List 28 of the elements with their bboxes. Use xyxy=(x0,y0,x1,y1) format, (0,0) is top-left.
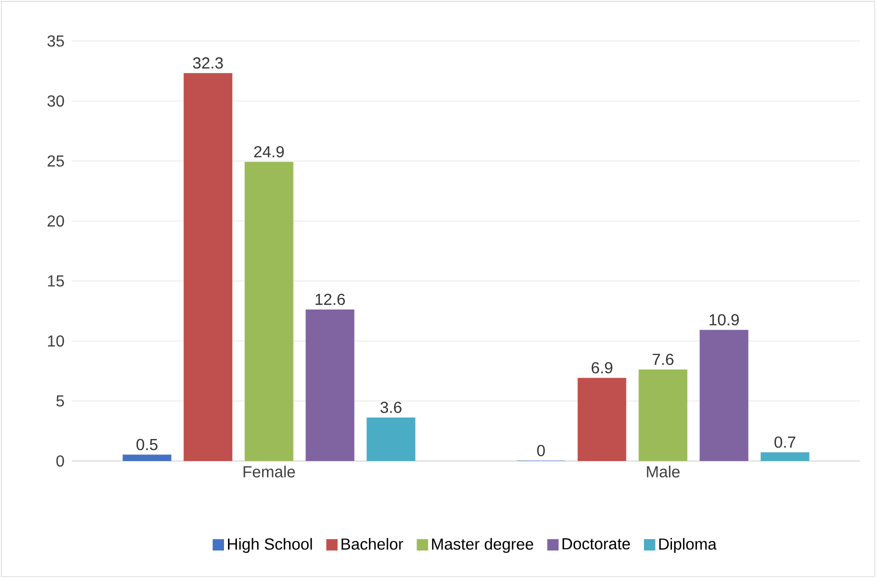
data-label: 0.5 xyxy=(136,438,158,450)
legend-label: Bachelor xyxy=(342,538,404,550)
y-tick-label: 5 xyxy=(56,395,64,407)
y-tick-label: 25 xyxy=(48,155,64,167)
bar xyxy=(578,378,626,461)
data-label: 7.6 xyxy=(652,354,674,366)
y-tick-label: 10 xyxy=(48,335,64,347)
legend-label: High School xyxy=(228,538,312,553)
y-tick-label: 20 xyxy=(48,215,64,227)
x-tick-label: Male xyxy=(646,466,680,478)
y-tick-label: 35 xyxy=(47,35,64,47)
legend-label: Doctorate xyxy=(562,538,630,550)
bar xyxy=(184,73,232,461)
y-tick-label: 0 xyxy=(56,455,64,467)
data-label: 3.6 xyxy=(380,402,402,413)
legend-label: Diploma xyxy=(659,538,717,553)
legend-label: Master degree xyxy=(432,538,534,553)
y-tick-label: 30 xyxy=(47,95,64,107)
data-label: 12.6 xyxy=(316,294,345,306)
x-tick-label: Female xyxy=(244,466,295,478)
data-label: 32.3 xyxy=(193,57,223,69)
y-tick-label: 15 xyxy=(48,275,64,287)
data-label: 0 xyxy=(537,444,545,456)
bar xyxy=(122,454,172,461)
data-label: 6.9 xyxy=(592,362,612,374)
data-label: 24.9 xyxy=(254,146,284,158)
data-label: 0.7 xyxy=(774,436,796,448)
data-label: 10.9 xyxy=(710,314,739,326)
